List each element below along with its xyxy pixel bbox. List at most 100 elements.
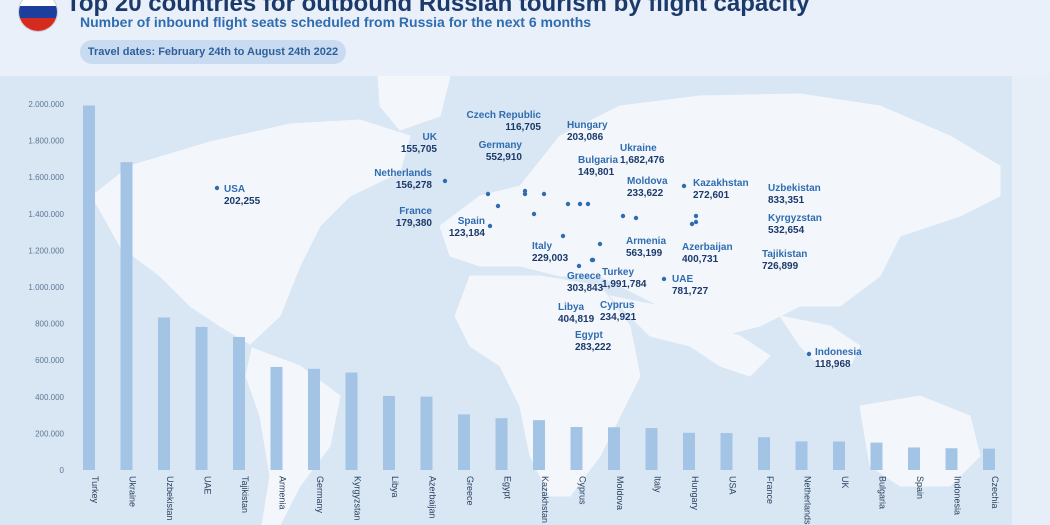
x-tick-label: Ukraine (128, 476, 138, 507)
bar-uae (195, 326, 208, 470)
map-label-name: Egypt (575, 330, 603, 341)
map-label-value: 726,899 (762, 261, 799, 272)
y-tick-label: 200.000 (35, 429, 64, 438)
russia-flag-icon (18, 0, 58, 32)
map-marker-dot (620, 213, 626, 219)
map-label-value: 552,910 (486, 152, 523, 163)
map-label-value: 234,921 (600, 312, 637, 323)
bar-armenia (270, 366, 283, 470)
x-tick-label: Netherlands (803, 476, 813, 525)
x-tick-label: Czechia (990, 476, 1000, 509)
bar-libya (383, 395, 395, 470)
map-label-name: USA (224, 184, 245, 195)
southeast-asia-shape (778, 315, 861, 367)
x-tick-label: USA (728, 476, 738, 495)
map-marker-dot (495, 203, 501, 209)
bar-bulgaria (870, 442, 883, 470)
map-label-name: Azerbaijan (682, 242, 733, 253)
map-label-name: Germany (479, 140, 523, 151)
map-label-name: Greece (567, 271, 601, 282)
bar-tajikistan (233, 336, 245, 470)
world-map (91, 76, 1001, 525)
bar-kazakhstan (533, 420, 545, 470)
map-label-value: 781,727 (672, 286, 709, 297)
y-tick-label: 400.000 (35, 393, 64, 402)
chart-panel: 0 200.000 400.000 600.000 800.000 1.000.000 1.… (0, 76, 1012, 525)
map-label-name: Hungary (567, 120, 608, 131)
map-label-value: 116,705 (505, 122, 541, 133)
bar-italy (645, 428, 658, 470)
bar-usa (720, 432, 733, 470)
bar-kyrgyzstan (345, 372, 358, 470)
map-marker-dot (522, 188, 528, 194)
map-label-value: 202,255 (224, 196, 261, 207)
map-label-name: Cyprus (600, 300, 635, 311)
map-label-value: 283,222 (575, 342, 612, 353)
map-marker-dot (693, 219, 699, 225)
map-marker-dot (585, 201, 591, 207)
map-label-value: 563,199 (626, 248, 663, 259)
map-label-value: 404,819 (558, 314, 595, 325)
bar-egypt (495, 418, 508, 470)
africa-shape (454, 275, 641, 497)
map-marker-dot (693, 213, 699, 219)
bar-moldova (608, 427, 620, 470)
australia-shape (859, 395, 981, 487)
y-tick-label: 800.000 (35, 320, 64, 329)
map-label-value: 400,731 (682, 254, 719, 265)
map-label-name: Moldova (627, 176, 668, 187)
bar-indonesia (945, 448, 958, 470)
x-tick-label: France (765, 476, 775, 504)
y-tick-label: 1.400.000 (28, 210, 64, 219)
map-label-value: 229,003 (532, 253, 569, 264)
x-tick-label: Kyrgyzstan (353, 476, 363, 521)
map-label-value: 155,705 (401, 144, 438, 155)
bar-germany (308, 368, 320, 470)
map-label-name: Ukraine (620, 143, 657, 154)
y-tick-label: 1.200.000 (28, 246, 64, 255)
x-tick-label: Germany (315, 476, 325, 514)
map-label-value: 1,991,784 (602, 279, 647, 290)
map-marker-dot (560, 233, 566, 239)
greenland-shape (377, 76, 451, 131)
map-label-name: Turkey (602, 267, 634, 278)
map-label-value: 118,968 (815, 359, 851, 370)
map-label-name: Kyrgyzstan (768, 213, 822, 224)
map-marker-dot (531, 211, 537, 217)
arabia-india-shape (608, 295, 771, 377)
map-label-value: 272,601 (693, 190, 730, 201)
map-marker-dot (577, 201, 583, 207)
x-tick-label: Armenia (278, 476, 288, 510)
map-marker-dot (485, 191, 491, 197)
y-axis: 0 200.000 400.000 600.000 800.000 1.000.000 1.… (28, 100, 64, 475)
map-label-value: 532,654 (768, 225, 805, 236)
x-tick-label: Turkey (90, 476, 100, 504)
travel-dates-badge: Travel dates: February 24th to August 24… (80, 40, 346, 64)
europe-asia-shape (439, 93, 1001, 337)
map-marker-dot (633, 215, 639, 221)
x-tick-label: Kazakhstan (540, 476, 550, 523)
x-tick-label: Egypt (503, 476, 513, 500)
x-tick-label: Moldova (615, 476, 625, 510)
map-marker-dot (487, 223, 493, 229)
bar-cyprus (570, 427, 583, 470)
map-marker-dot (565, 201, 571, 207)
map-marker-dot (806, 351, 812, 357)
x-tick-label: Tajikistan (240, 476, 250, 513)
map-label-value: 149,801 (578, 167, 615, 178)
bar-turkey (83, 105, 95, 470)
bar-spain (908, 447, 920, 470)
map-label-name: Spain (458, 216, 485, 227)
bars (83, 105, 995, 470)
bar-ukraine (120, 162, 133, 470)
x-tick-label: Italy (653, 476, 663, 493)
map-marker-dot (661, 276, 667, 282)
map-marker-dot (681, 183, 687, 189)
bar-france (758, 437, 770, 470)
map-label-value: 833,351 (768, 195, 805, 206)
map-marker-dot (590, 257, 596, 263)
map-label-name: Kazakhstan (693, 178, 749, 189)
map-label-name: France (399, 206, 432, 217)
header: Top 20 countries for outbound Russian to… (0, 0, 1050, 76)
